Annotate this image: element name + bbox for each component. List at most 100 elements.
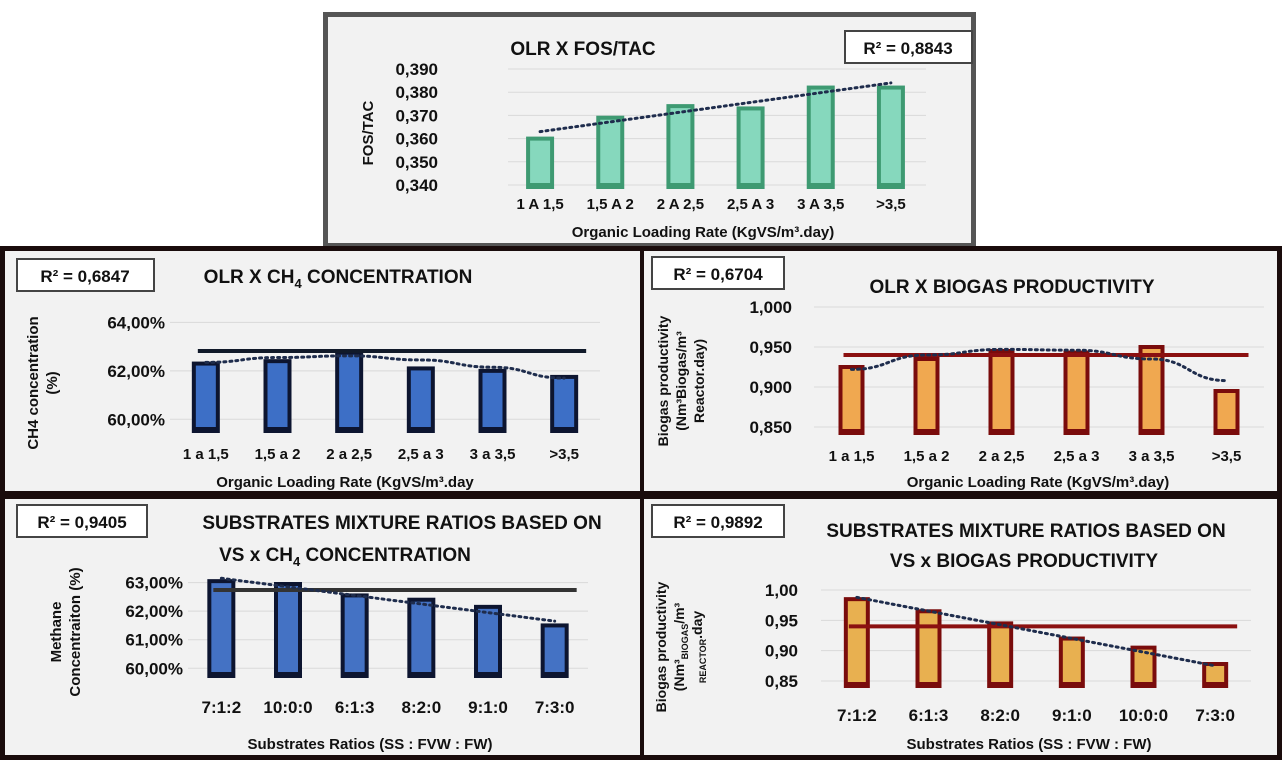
bar [838,365,865,433]
y-tick-label: 0,350 [395,153,438,172]
chart-olr-biogas-svg: R² = 0,6704 OLR X BIOGAS PRODUCTIVITY Bi… [651,256,1264,491]
chart-mixture-biogas: R² = 0,9892 SUBSTRATES MIXTURE RATIOS BA… [641,494,1282,760]
trendline [219,576,557,623]
y-axis-label-line3: Reactor.day) [691,339,707,423]
chart-olr-fos-tac-svg: OLR X FOS/TAC R² = 0,8843 FOS/TAC Organi… [360,30,973,241]
y-axis-label: FOS/TAC [360,100,377,165]
chart-title-line2: VS x CH4 CONCENTRATION [219,545,471,569]
chart-mixture-ch4: R² = 0,9405 SUBSTRATES MIXTURE RATIOS BA… [0,494,643,760]
y-tick-label: 0,90 [765,642,798,661]
y-tick-label: 0,95 [765,611,798,630]
r2-label: R² = 0,6847 [40,267,129,286]
bar [988,349,1015,433]
y-tick-label: 0,850 [749,418,792,437]
y-axis-label-line3: REACTOR.day [689,611,708,684]
bar [1213,389,1240,433]
chart-title-line2-end: CONCENTRATION [300,545,471,566]
bar [207,579,236,676]
x-tick-label: 2,5 A 3 [727,196,774,213]
x-axis-label: Organic Loading Rate (KgVS/m³.day [216,474,474,491]
chart-title: OLR X CH4 CONCENTRATION [204,267,473,291]
x-tick-label: 9:1:0 [468,698,508,717]
y-tick-label: 0,85 [765,672,798,691]
bar [540,623,569,677]
x-tick-label: 2 a 2,5 [326,446,372,463]
chart-mixture-ch4-svg: R² = 0,9405 SUBSTRATES MIXTURE RATIOS BA… [16,504,602,753]
x-tick-label: 7:1:2 [201,698,241,717]
bar [478,368,507,431]
x-tick-label: 7:3:0 [1195,706,1235,725]
y-tick-label: 61,00% [125,631,183,650]
bar [1130,645,1157,687]
x-tick-label: 8:2:0 [401,698,441,717]
bar [340,593,369,676]
y-tick-label: 0,950 [749,338,792,357]
x-tick-label: 6:1:3 [335,698,375,717]
chart-title: OLR X FOS/TAC [510,39,656,60]
chart-olr-fos-tac: OLR X FOS/TAC R² = 0,8843 FOS/TAC Organi… [323,12,976,248]
x-tick-label: 1,5 A 2 [587,196,634,213]
bar [666,104,695,187]
chart-title-line2-subscript: 4 [293,554,301,569]
x-tick-label: 6:1:3 [909,706,949,725]
y-tick-label: 0,390 [395,60,438,79]
x-tick-label: >3,5 [1212,448,1242,465]
x-tick-label: 2,5 a 3 [398,446,444,463]
x-tick-label: 1 A 1,5 [516,196,563,213]
chart-title-main: OLR X CH [204,267,295,288]
bar [915,609,942,686]
r2-label: R² = 0,9405 [37,513,126,532]
bar [407,597,436,676]
x-tick-label: 2 A 2,5 [657,196,704,213]
y-tick-label: 1,000 [749,298,792,317]
chart-title-subscript: 4 [294,276,302,291]
bar [550,374,579,431]
chart-mixture-biogas-svg: R² = 0,9892 SUBSTRATES MIXTURE RATIOS BA… [651,504,1251,753]
r2-box [651,256,785,290]
x-tick-label: 9:1:0 [1052,706,1092,725]
y-axis-label-line2: (Nm³Biogas/m³ [673,331,689,431]
x-tick-label: 7:1:2 [837,706,877,725]
trendline [850,347,1228,383]
y-axis-label-line2-a: (Nm³ [671,659,687,691]
y-tick-label: 0,380 [395,83,438,102]
bar [913,357,940,433]
bar [1202,662,1229,686]
r2-box [651,504,785,538]
trendline [855,595,1217,668]
bar [526,136,555,187]
y-tick-label: 64,00% [107,313,165,332]
chart-title-line1: SUBSTRATES MIXTURE RATIOS BASED ON [202,513,601,534]
y-tick-label: 62,00% [125,602,183,621]
r2-box [16,258,155,292]
x-axis-label: Organic Loading Rate (KgVS/m³.day) [907,474,1170,491]
x-tick-label: 1 a 1,5 [183,446,229,463]
bar [736,106,765,187]
x-tick-label: 8:2:0 [980,706,1020,725]
x-tick-label: 3 a 3,5 [470,446,516,463]
bar [191,361,220,431]
x-tick-label: 3 a 3,5 [1129,448,1175,465]
y-tick-label: 60,00% [125,659,183,678]
bar [987,621,1014,686]
bar [1063,350,1090,433]
bar [474,604,502,676]
y-axis-label-line1: Biogas productivity [655,315,671,446]
chart-olr-ch4-svg: R² = 0,6847 OLR X CH4 CONCENTRATION CH4 … [16,258,600,491]
y-axis-label-line3-b: .day [689,611,705,639]
x-tick-label: 7:3:0 [535,698,575,717]
y-axis-label-line2: (%) [44,371,61,394]
r2-label: R² = 0,8843 [863,39,952,58]
y-tick-label: 63,00% [125,574,183,593]
trendline [204,354,566,380]
y-tick-label: 0,370 [395,106,438,125]
bar [1138,345,1165,433]
y-tick-label: 1,00 [765,581,798,600]
x-tick-label: >3,5 [549,446,579,463]
x-tick-label: 10:0:0 [1119,706,1168,725]
r2-label: R² = 0,6704 [673,265,763,284]
trendline [538,81,893,134]
x-tick-label: >3,5 [876,196,906,213]
y-tick-label: 0,340 [395,176,438,195]
y-axis-label-line2: Concentraiton (%) [67,567,84,696]
